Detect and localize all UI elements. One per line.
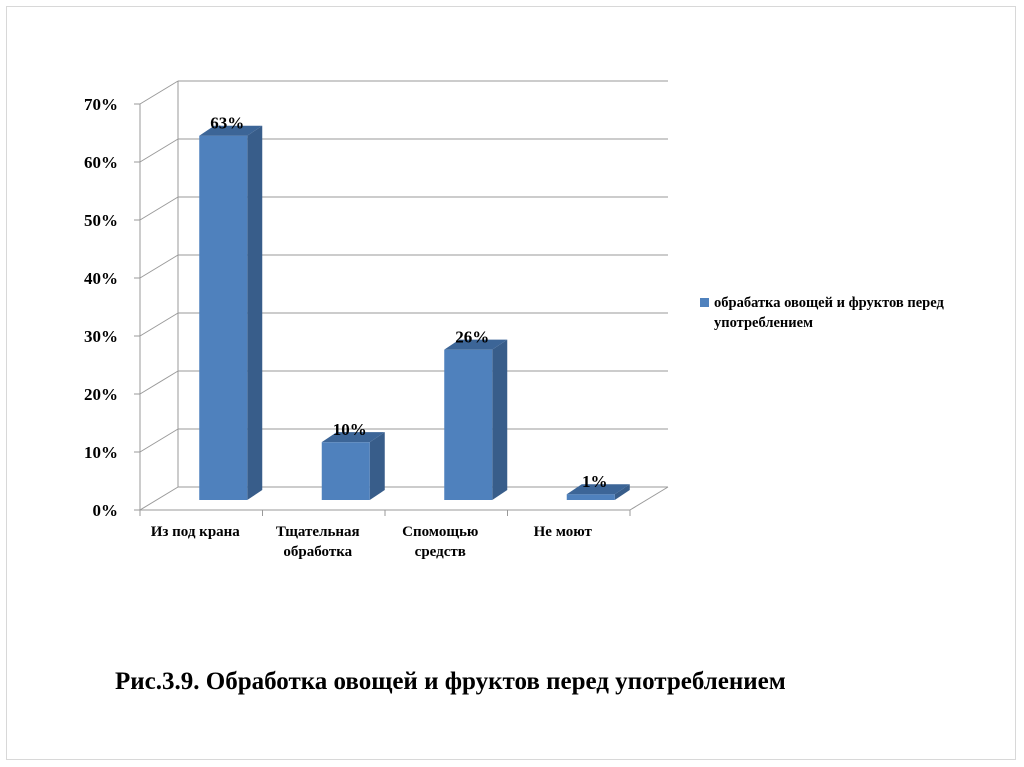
data-label: 63% — [210, 114, 244, 133]
left-wall-gridline — [139, 254, 179, 279]
y-tick-label: 30% — [84, 327, 118, 346]
legend-label: обрабатка овощей и фруктов перед употреб… — [714, 295, 944, 331]
y-tick-label: 70% — [84, 95, 118, 114]
legend-swatch — [700, 298, 709, 307]
data-label: 26% — [455, 328, 489, 347]
figure-caption: Рис.3.9. Обработка овощей и фруктов пере… — [115, 668, 786, 695]
bar-top — [199, 125, 263, 136]
bar-top — [321, 432, 385, 443]
left-wall-gridline — [139, 370, 179, 395]
floor-right-edge — [629, 486, 669, 511]
x-tick-label: Тщательная — [276, 524, 360, 540]
x-tick-label: обработка — [283, 544, 352, 560]
data-label: 10% — [333, 420, 367, 439]
data-label: 1% — [582, 472, 608, 491]
left-wall-gridline — [139, 196, 179, 221]
left-wall-gridline — [139, 486, 179, 511]
y-tick-label: 40% — [84, 269, 118, 288]
bar-side — [614, 484, 630, 500]
left-wall-gridline — [139, 80, 179, 105]
bar-side — [369, 432, 385, 500]
bar-top — [566, 484, 630, 495]
y-tick-label: 0% — [93, 501, 119, 520]
bar — [444, 349, 493, 500]
y-tick-label: 10% — [84, 443, 118, 462]
bar-side — [247, 125, 263, 500]
bar-side — [492, 339, 508, 500]
bar-top — [444, 339, 508, 350]
bar — [566, 494, 615, 500]
y-tick-label: 50% — [84, 211, 118, 230]
x-tick-label: средств — [415, 544, 466, 560]
bar — [199, 135, 248, 500]
y-tick-label: 20% — [84, 385, 118, 404]
left-wall-gridline — [139, 312, 179, 337]
left-wall-gridline — [139, 138, 179, 163]
y-tick-label: 60% — [84, 153, 118, 172]
bar — [321, 442, 370, 500]
x-tick-label: Не моют — [534, 524, 593, 540]
left-wall-gridline — [139, 428, 179, 453]
slide-frame — [6, 6, 1016, 760]
x-tick-label: Спомощью — [402, 524, 478, 540]
x-tick-label: Из под крана — [151, 524, 241, 540]
